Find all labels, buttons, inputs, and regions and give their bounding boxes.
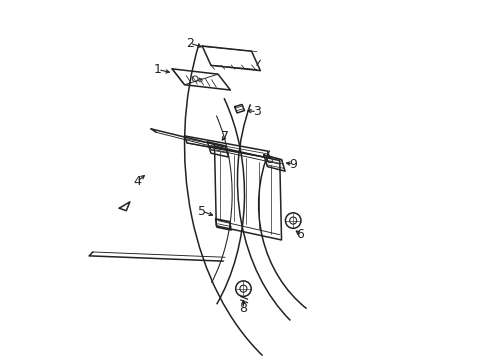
Text: 2: 2 [185, 37, 193, 50]
Text: 4: 4 [133, 175, 141, 188]
Text: 9: 9 [289, 158, 297, 171]
Text: 1: 1 [154, 63, 162, 76]
Text: 6: 6 [296, 228, 304, 241]
Text: 7: 7 [221, 130, 228, 143]
Text: 8: 8 [239, 302, 247, 315]
Text: 5: 5 [198, 204, 206, 217]
Text: 3: 3 [252, 105, 260, 118]
